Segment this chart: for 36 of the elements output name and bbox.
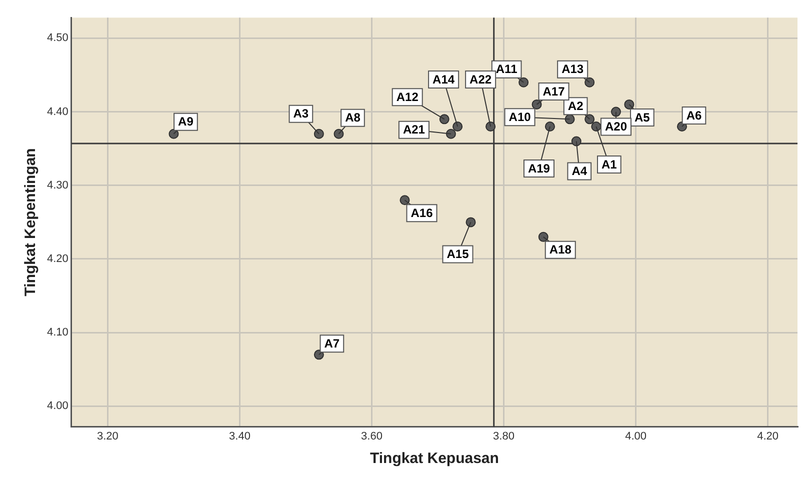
annotation: A21: [402, 122, 426, 137]
annotation: A7: [324, 336, 340, 350]
annotation: A1: [602, 157, 618, 172]
annotation: A4: [572, 164, 588, 178]
annotation: A19: [528, 161, 550, 176]
annotation: A20: [604, 120, 628, 134]
y-tick-label: 4.30: [46, 179, 68, 192]
y-tick-label: 4.20: [46, 253, 68, 266]
annotation: A22: [470, 72, 492, 86]
x-tick-label: 4.20: [757, 430, 779, 442]
annotation: A6: [686, 108, 702, 122]
annotation: A5: [634, 110, 650, 124]
y-tick-label: 4.40: [46, 106, 68, 118]
y-axis-title: Tingkat Kepentingan: [22, 148, 40, 296]
annotation: A11: [496, 62, 518, 76]
annotation: A9: [178, 114, 194, 129]
x-tick-label: 3.40: [229, 430, 250, 442]
annotation: A16: [410, 206, 434, 220]
x-tick-label: 4.00: [625, 430, 646, 442]
annotation: A3: [293, 106, 309, 121]
x-tick-label: 3.60: [361, 430, 382, 442]
x-tick-label: 3.80: [493, 430, 514, 442]
y-tick-label: 4.50: [46, 32, 68, 44]
annotation: A18: [549, 242, 572, 257]
x-tick-label: 3.20: [97, 430, 118, 442]
annotation: A12: [396, 90, 419, 104]
x-axis-title: Tingkat Kepuasan: [370, 450, 499, 468]
y-tick-label: 4.00: [46, 400, 68, 412]
annotation: A10: [508, 110, 532, 124]
annotation: A17: [542, 84, 566, 98]
annotation: A8: [345, 110, 361, 125]
y-tick-label: 4.10: [46, 326, 68, 339]
annotation: A13: [562, 62, 584, 76]
annotation: A2: [568, 98, 584, 113]
annotation: A14: [432, 72, 455, 86]
annotation: A15: [446, 247, 470, 262]
